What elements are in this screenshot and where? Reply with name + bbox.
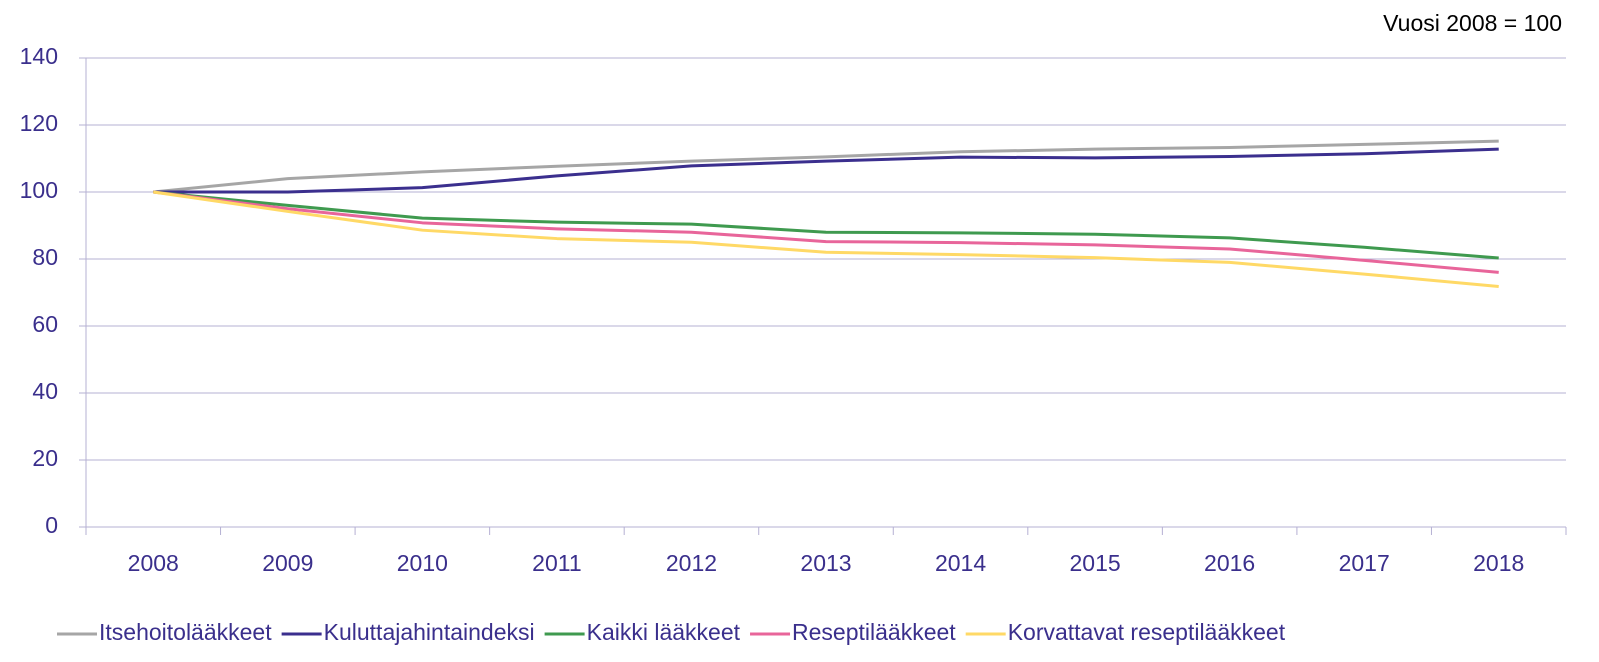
y-tick-label: 80 xyxy=(32,244,58,270)
series-line xyxy=(153,147,1499,194)
x-tick-label: 2009 xyxy=(262,550,313,576)
y-tick-label: 140 xyxy=(20,43,58,69)
series-line xyxy=(153,190,1499,288)
x-tick-label: 2010 xyxy=(397,550,448,576)
y-tick-label: 60 xyxy=(32,311,58,337)
x-tick-label: 2013 xyxy=(800,550,851,576)
x-tick-label: 2017 xyxy=(1339,550,1390,576)
series-line xyxy=(153,139,1499,194)
x-tick-label: 2014 xyxy=(935,550,986,576)
y-tick-label: 40 xyxy=(32,378,58,404)
series-line xyxy=(153,190,1499,274)
x-tick-label: 2012 xyxy=(666,550,717,576)
x-tick-label: 2011 xyxy=(532,550,581,576)
legend-label: Kaikki lääkkeet xyxy=(587,619,741,645)
legend-label: Korvattavat reseptilääkkeet xyxy=(1008,619,1286,645)
legend-label: Itsehoitolääkkeet xyxy=(99,619,272,645)
y-tick-label: 100 xyxy=(20,177,58,203)
y-tick-label: 0 xyxy=(45,512,58,538)
annotation: Vuosi 2008 = 100 xyxy=(1383,10,1562,36)
x-tick-label: 2015 xyxy=(1070,550,1121,576)
legend-label: Kuluttajahintaindeksi xyxy=(324,619,535,645)
x-tick-label: 2008 xyxy=(128,550,179,576)
x-tick-label: 2018 xyxy=(1473,550,1524,576)
series-line xyxy=(153,190,1499,260)
x-tick-label: 2016 xyxy=(1204,550,1255,576)
y-tick-label: 120 xyxy=(20,110,58,136)
legend-label: Reseptilääkkeet xyxy=(792,619,956,645)
y-tick-label: 20 xyxy=(32,445,58,471)
